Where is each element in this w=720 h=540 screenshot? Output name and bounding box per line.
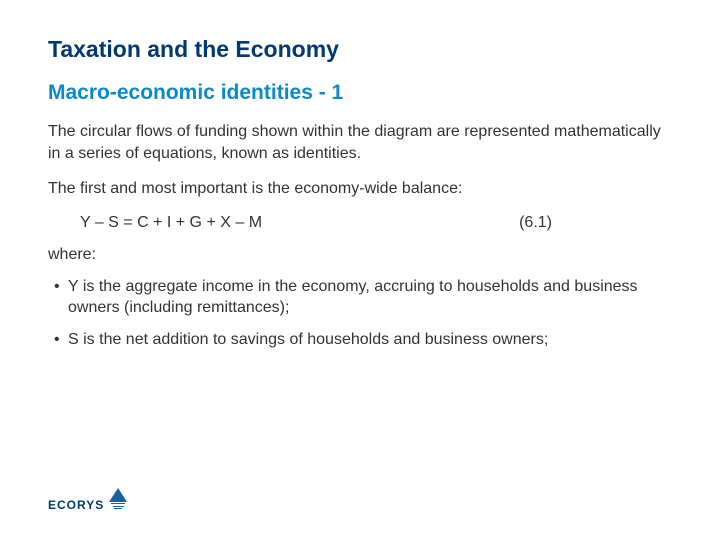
- triangle-icon: [109, 488, 127, 502]
- logo-lines-icon: [111, 503, 125, 511]
- equation-text: Y – S = C + I + G + X – M: [80, 214, 262, 232]
- slide-title: Taxation and the Economy: [48, 36, 672, 63]
- slide-subtitle: Macro-economic identities - 1: [48, 81, 672, 105]
- equation-number: (6.1): [519, 214, 672, 232]
- logo-mark-icon: [108, 488, 128, 512]
- list-item: S is the net addition to savings of hous…: [54, 329, 672, 351]
- slide-content: Taxation and the Economy Macro-economic …: [0, 0, 720, 351]
- where-label: where:: [48, 246, 672, 264]
- paragraph-1: The circular flows of funding shown with…: [48, 121, 672, 164]
- list-item: Y is the aggregate income in the economy…: [54, 276, 672, 319]
- equation-row: Y – S = C + I + G + X – M (6.1): [48, 214, 672, 232]
- bullet-list: Y is the aggregate income in the economy…: [48, 276, 672, 351]
- paragraph-2: The first and most important is the econ…: [48, 178, 672, 200]
- ecorys-logo: ECORYS: [48, 488, 128, 512]
- logo-text: ECORYS: [48, 498, 104, 512]
